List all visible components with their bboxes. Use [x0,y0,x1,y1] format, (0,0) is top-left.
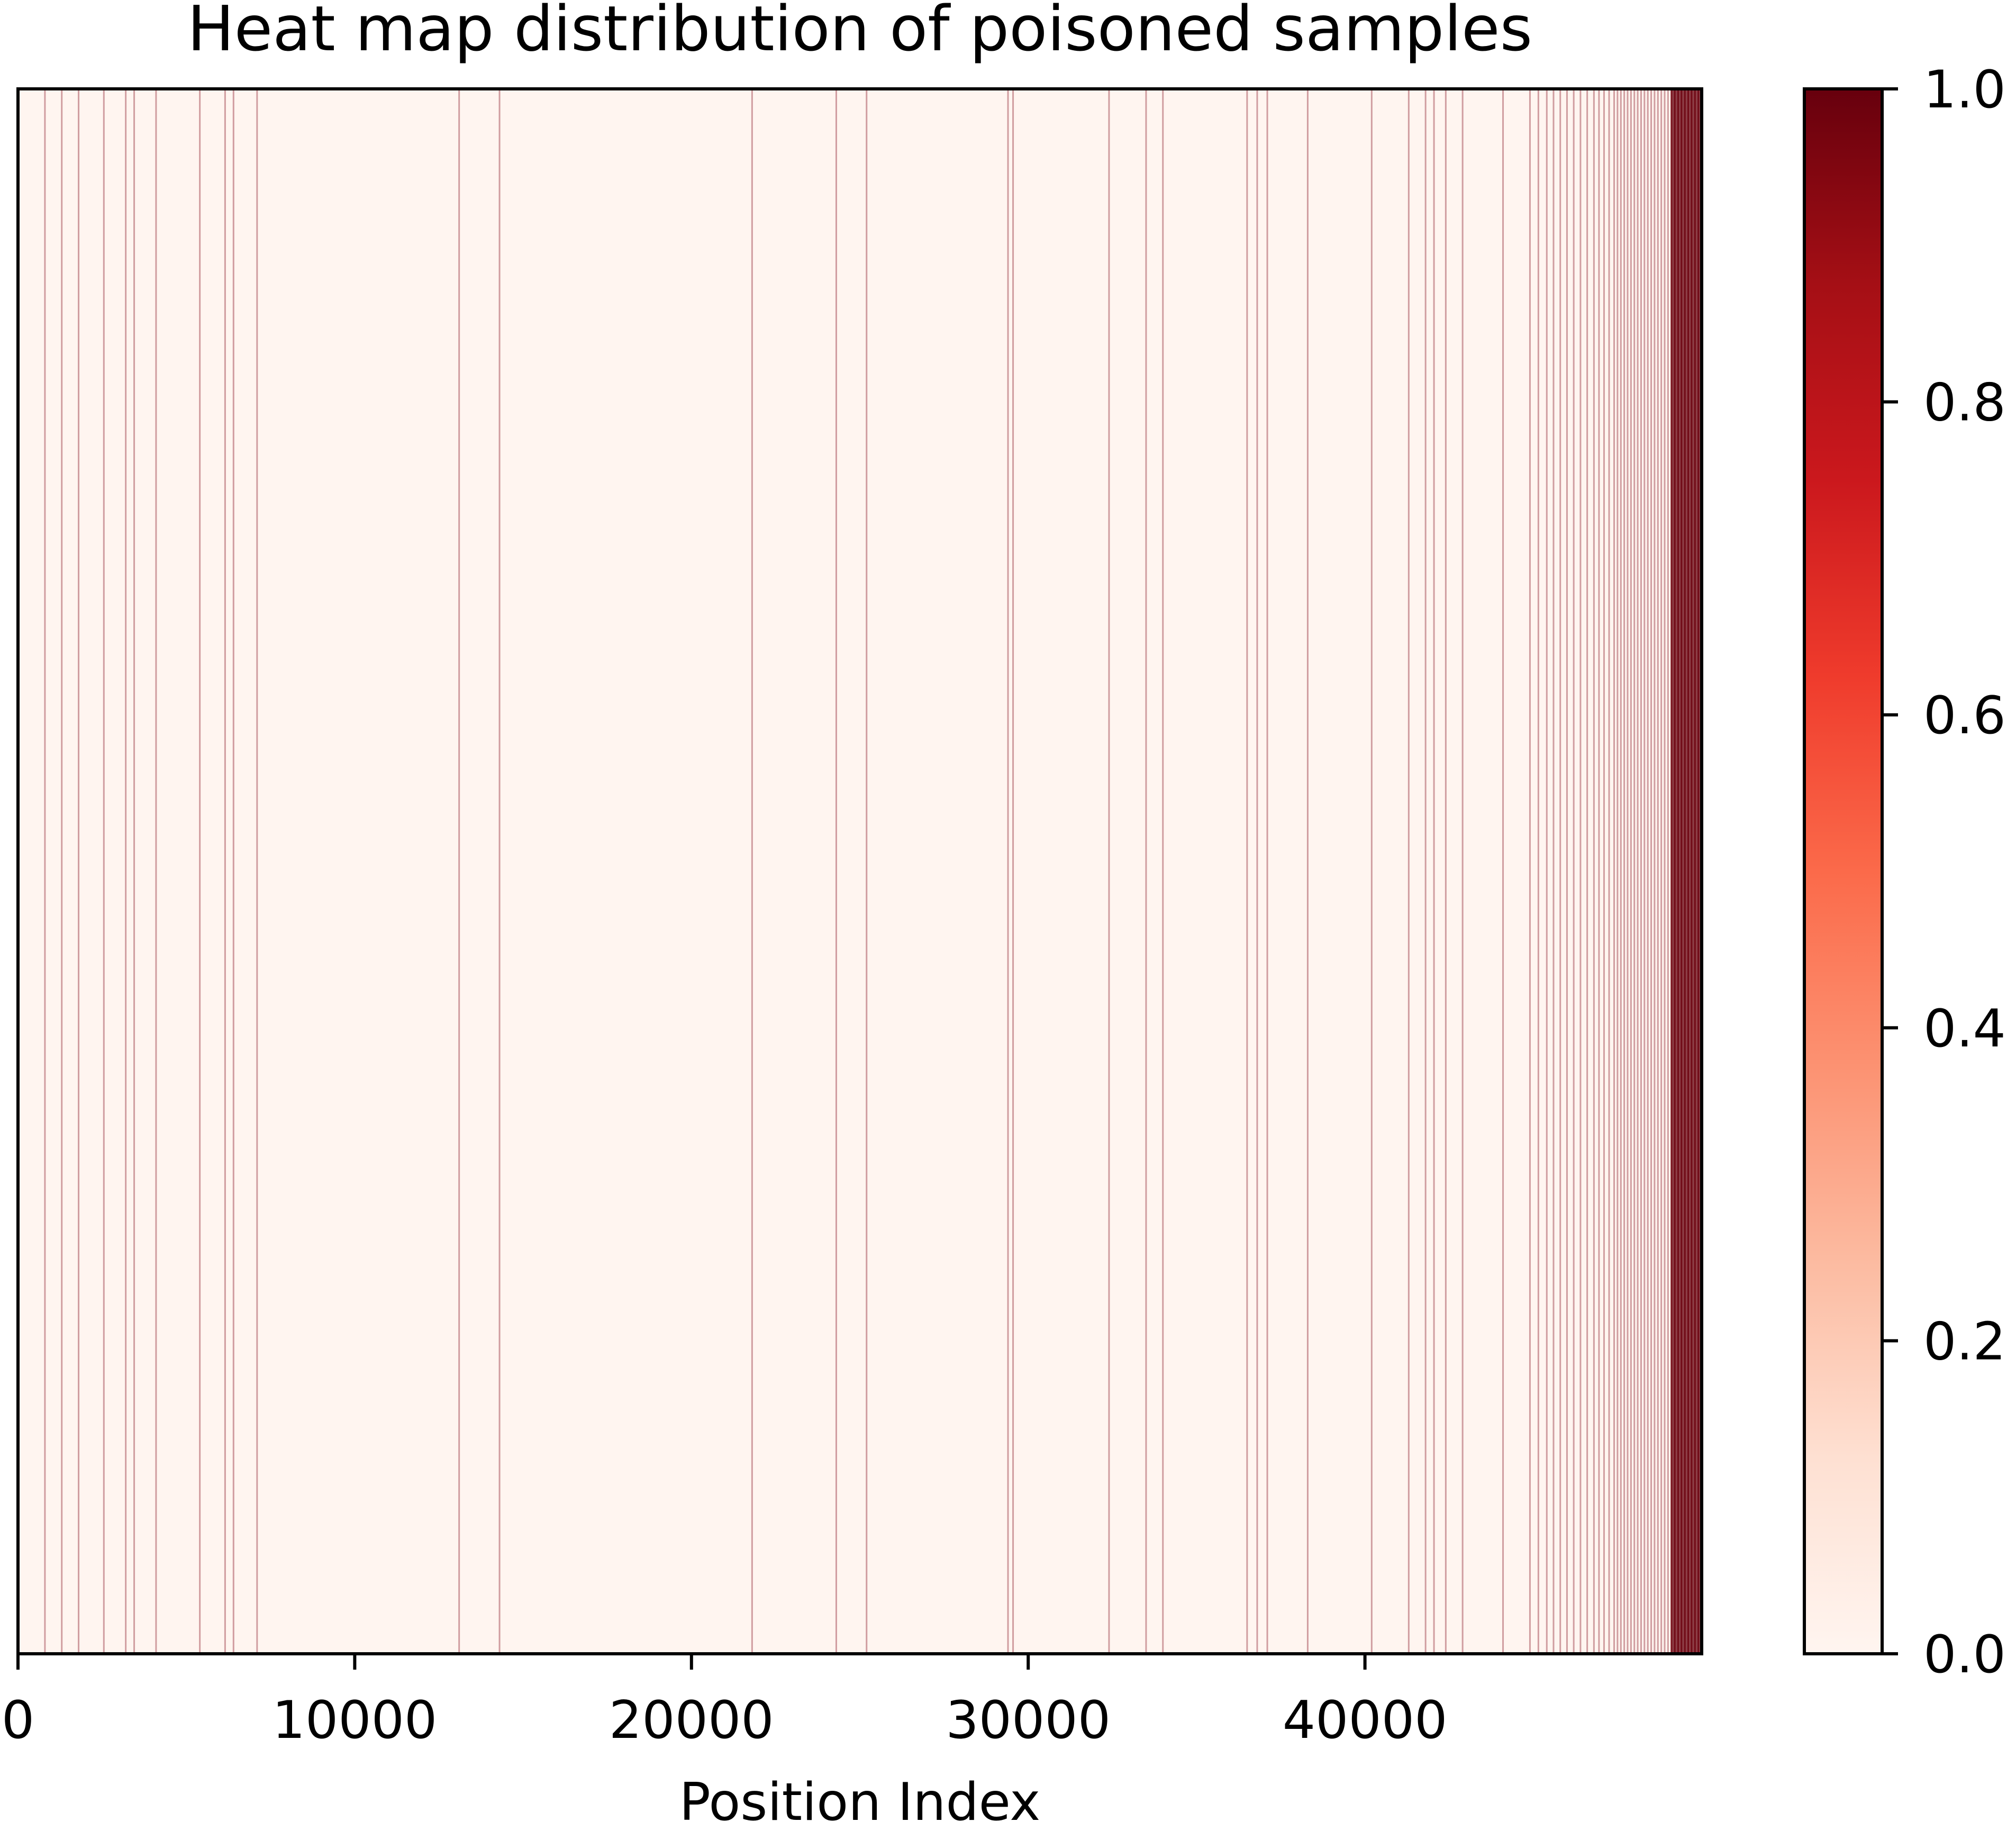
poisoned-stripe [44,89,46,1654]
x-tick-label: 0 [2,1690,34,1751]
x-axis: 0 10000 20000 30000 40000 [2,1654,1448,1751]
poisoned-stripe [1647,89,1649,1654]
poisoned-stripe [1108,89,1110,1654]
plot-frame [16,87,1703,1655]
poisoned-stripe [1640,89,1642,1654]
poisoned-stripe [1660,89,1663,1654]
colorbar: 0.0 0.2 0.4 0.6 0.8 1.0 [1803,60,2006,1685]
colorbar-frame [1803,87,1884,1655]
poisoned-stripe [1407,89,1410,1654]
colorbar-tick-label: 1.0 [1923,60,2006,120]
poisoned-stripe [199,89,201,1654]
colorbar-ticks: 0.0 0.2 0.4 0.6 0.8 1.0 [1882,60,2006,1685]
poisoned-stripe [1650,89,1652,1654]
poisoned-stripe [1586,89,1588,1654]
poisoned-stripe [1620,89,1622,1654]
poisoned-stripe [103,89,105,1654]
heatmap-background [18,89,1702,1654]
poisoned-stripe [125,89,127,1654]
poisoned-stripe [1633,89,1636,1654]
poisoned-stripes [44,89,1702,1654]
poisoned-stripe [1573,89,1575,1654]
poisoned-stripe [1529,89,1531,1654]
poisoned-stripe [1637,89,1639,1654]
chart-title: Heat map distribution of poisoned sample… [187,0,1532,65]
poisoned-stripe [61,89,63,1654]
poisoned-stripe [1256,89,1258,1654]
poisoned-stripe [1613,89,1615,1654]
poisoned-stripe [256,89,258,1654]
plot-area [16,87,1703,1655]
poisoned-stripe [1546,89,1548,1654]
poisoned-stripe [1461,89,1464,1654]
dense-poison-band [1671,89,1702,1654]
poisoned-stripe [1162,89,1164,1654]
poisoned-stripe [1537,89,1539,1654]
poisoned-stripe [1593,89,1595,1654]
poisoned-stripe [1266,89,1268,1654]
poisoned-stripe [1012,89,1014,1654]
poisoned-stripe [1559,89,1561,1654]
poisoned-stripe [1306,89,1309,1654]
poisoned-stripe [1617,89,1619,1654]
poisoned-stripe [1664,89,1666,1654]
poisoned-stripe [866,89,868,1654]
poisoned-stripe [1433,89,1435,1654]
poisoned-stripe [1370,89,1373,1654]
poisoned-stripe [1654,89,1656,1654]
poisoned-stripe [1598,89,1600,1654]
poisoned-stripe [1552,89,1555,1654]
poisoned-stripe [1145,89,1147,1654]
colorbar-tick-label: 0.6 [1923,686,2006,746]
colorbar-gradient [1804,89,1882,1654]
poisoned-stripe [1667,89,1669,1654]
poisoned-stripe [1603,89,1605,1654]
poisoned-stripe [1007,89,1009,1654]
poisoned-stripe [1630,89,1632,1654]
x-tick-label: 20000 [609,1690,774,1751]
poisoned-stripe [1246,89,1248,1654]
colorbar-tick-label: 0.4 [1923,999,2006,1059]
poisoned-stripe [1502,89,1504,1654]
x-tick-label: 10000 [273,1690,438,1751]
poisoned-stripe [1643,89,1646,1654]
poisoned-stripe [1608,89,1610,1654]
colorbar-tick-label: 0.8 [1923,373,2006,433]
poisoned-stripe [835,89,837,1654]
poisoned-stripe [1579,89,1582,1654]
poisoned-stripe [224,89,226,1654]
x-tick-label: 30000 [946,1690,1111,1751]
x-tick-label: 40000 [1283,1690,1448,1751]
poisoned-stripe [133,89,135,1654]
poisoned-stripe [232,89,234,1654]
poisoned-stripe [1445,89,1447,1654]
poisoned-stripe [1627,89,1629,1654]
x-axis-label: Position Index [679,1772,1041,1831]
poisoned-stripe [1566,89,1568,1654]
poisoned-stripe [1424,89,1427,1654]
poisoned-stripe [78,89,80,1654]
colorbar-tick-label: 0.2 [1923,1311,2006,1372]
poisoned-stripe [498,89,501,1654]
poisoned-stripe [1657,89,1659,1654]
poisoned-stripe [458,89,460,1654]
poisoned-stripe [751,89,753,1654]
poisoned-stripe [155,89,157,1654]
colorbar-tick-label: 0.0 [1923,1625,2006,1685]
poisoned-stripe [1623,89,1625,1654]
